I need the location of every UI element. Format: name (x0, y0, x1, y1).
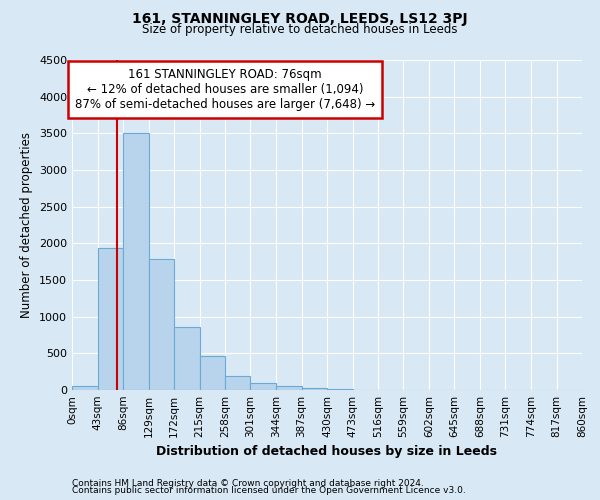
Bar (97, 248, 123, 390)
Bar (276, 386, 302, 390)
Text: Size of property relative to detached houses in Leeds: Size of property relative to detached ho… (142, 22, 458, 36)
Bar (72, 386, 97, 390)
Bar (123, 134, 149, 390)
Text: Contains HM Land Registry data © Crown copyright and database right 2024.: Contains HM Land Registry data © Crown c… (72, 478, 424, 488)
Bar (199, 356, 225, 390)
Text: Contains public sector information licensed under the Open Government Licence v3: Contains public sector information licen… (72, 486, 466, 495)
Bar (149, 260, 174, 390)
Text: 161, STANNINGLEY ROAD, LEEDS, LS12 3PJ: 161, STANNINGLEY ROAD, LEEDS, LS12 3PJ (132, 12, 468, 26)
Bar (225, 376, 251, 390)
Bar (302, 388, 327, 390)
Bar (251, 383, 276, 390)
Y-axis label: Number of detached properties: Number of detached properties (20, 132, 34, 318)
X-axis label: Distribution of detached houses by size in Leeds: Distribution of detached houses by size … (157, 446, 497, 458)
Text: 161 STANNINGLEY ROAD: 76sqm
← 12% of detached houses are smaller (1,094)
87% of : 161 STANNINGLEY ROAD: 76sqm ← 12% of det… (75, 68, 375, 112)
Bar (174, 327, 199, 390)
